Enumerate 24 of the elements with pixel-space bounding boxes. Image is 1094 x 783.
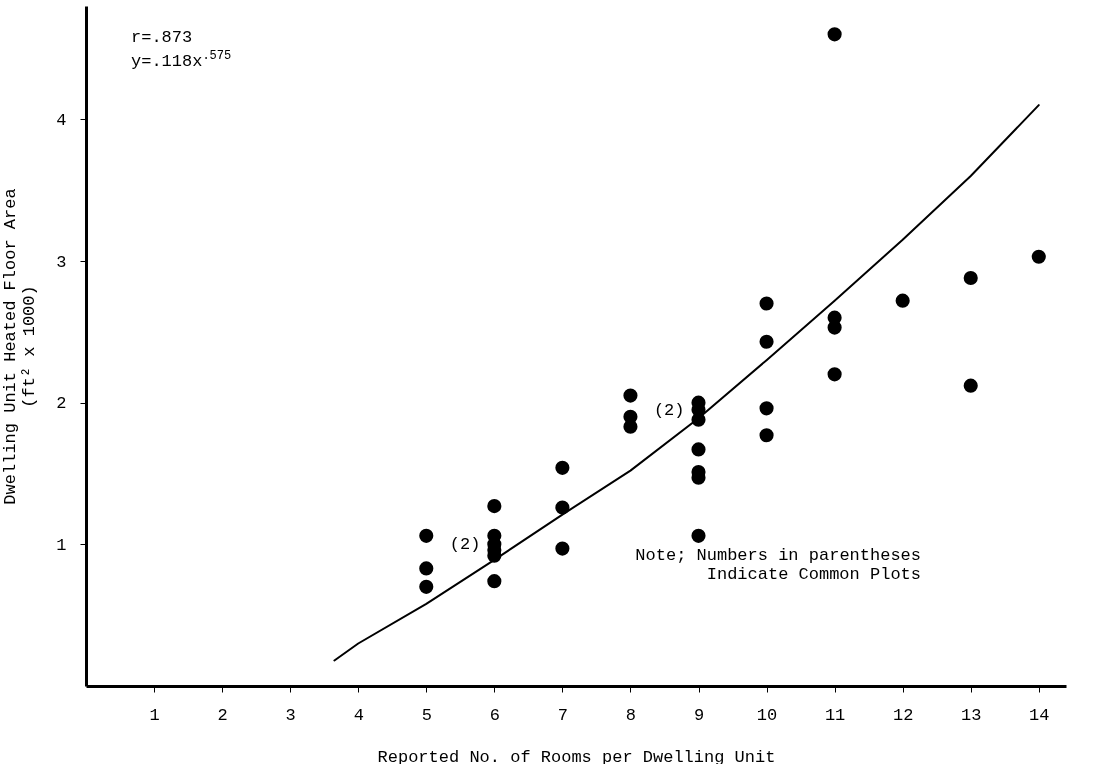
y-tick-label: 2 (56, 394, 67, 414)
annotation: (2) (653, 400, 685, 420)
annotation: y=.118x$^{.575}$ (131, 48, 232, 71)
x-tick-label: 10 (756, 705, 778, 725)
x-tick-label: 3 (285, 705, 296, 725)
x-tick-label: 8 (625, 705, 637, 725)
y-axis-title: Dwelling Unit Heated Floor Area (ft² x 1000) (1, 188, 40, 505)
x-tick-label: 1 (149, 705, 160, 725)
x-tick-label: 6 (489, 705, 500, 725)
x-tick-label: 13 (961, 705, 982, 725)
y-tick-label: 3 (56, 252, 67, 272)
y-tick-label: 1 (56, 535, 67, 555)
x-tick-label: 4 (353, 705, 364, 725)
annotation: r=.873 (131, 28, 193, 47)
y-tick-label: 4 (56, 110, 67, 130)
x-tick-label: 12 (892, 705, 914, 725)
x-tick-label: 11 (824, 705, 846, 725)
x-tick-label: 2 (217, 705, 228, 725)
x-tick-label: 5 (421, 705, 432, 725)
x-tick-label: 7 (557, 705, 568, 725)
x-tick-label: 14 (1029, 705, 1050, 725)
x-tick-label: 9 (693, 705, 705, 725)
annotation: (2) (449, 535, 481, 555)
annotation: Note; Numbers in parentheses Indicate Common Plots (634, 546, 921, 584)
